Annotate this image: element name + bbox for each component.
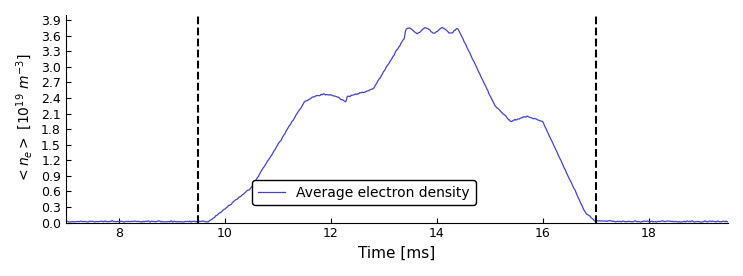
Line: Average electron density: Average electron density (66, 28, 728, 222)
Average electron density (724, 220, 733, 223)
Legend: Average electron density: Average electron density (252, 180, 476, 205)
Y-axis label: $< n_e >\ [10^{19}\ m^{-3}]$: $< n_e >\ [10^{19}\ m^{-3}]$ (15, 54, 36, 184)
Average electron density (62, 220, 71, 223)
Average electron density (640, 219, 649, 223)
Average electron density (137, 220, 146, 223)
Average electron density (711, 220, 720, 223)
Average electron density (316, 94, 325, 97)
Average electron density (65, 221, 74, 224)
Average electron density (176, 220, 185, 223)
Average electron density (438, 26, 447, 29)
X-axis label: Time [ms]: Time [ms] (358, 246, 435, 261)
Average electron density (344, 95, 353, 98)
